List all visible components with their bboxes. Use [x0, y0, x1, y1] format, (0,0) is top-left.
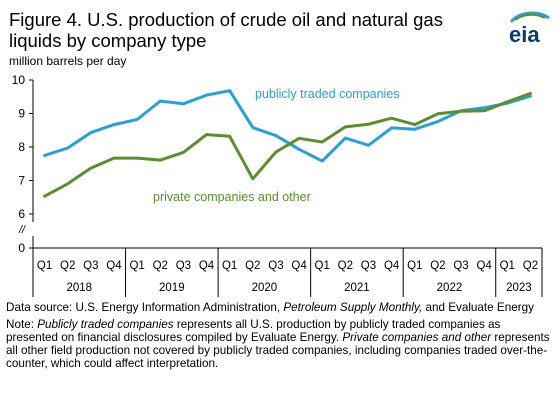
y-tick-label: 6 [18, 207, 25, 221]
logo-text: eia [509, 22, 540, 46]
y-tick-label: 0 [18, 241, 25, 255]
x-tick-label: Q1 [222, 260, 237, 272]
y-axis-unit-label: million barrels per day [9, 54, 127, 68]
x-tick-label: Q2 [430, 260, 445, 272]
x-tick-label: Q1 [500, 260, 515, 272]
x-tick-label: Q2 [60, 260, 75, 272]
x-tick-label: Q1 [407, 260, 422, 272]
x-tick-label: Q3 [268, 260, 283, 272]
x-tick-label: Q4 [106, 260, 122, 272]
eia-logo: eia [509, 11, 550, 46]
series-label-0: publicly traded companies [255, 87, 400, 101]
y-tick-label: 9 [18, 107, 25, 121]
year-label: 2021 [344, 282, 370, 294]
x-tick-label: Q4 [476, 260, 492, 272]
x-tick-label: Q4 [291, 260, 307, 272]
series-label-1: private companies and other [153, 190, 311, 204]
x-tick-label: Q3 [176, 260, 191, 272]
series-labels: publicly traded companies private compani… [153, 87, 400, 204]
year-label: 2023 [506, 282, 532, 294]
year-label: 2019 [159, 282, 185, 294]
y-tick-label: 7 [18, 174, 25, 188]
y-tick-label: 8 [18, 140, 25, 154]
x-tick-label: Q1 [129, 260, 144, 272]
series-line-0 [43, 89, 532, 163]
year-label: 2018 [66, 282, 92, 294]
footnotes: Data source: U.S. Energy Information Adm… [6, 301, 554, 370]
series-line-1 [43, 91, 532, 198]
axes: // 0 6 7 8 9 10 Q1 Q2 Q3 Q4 Q1 Q2 Q3 Q4 Q1 Q2 Q3 Q4 Q1 Q2 Q3 Q… [12, 73, 543, 297]
x-tick-label: Q2 [523, 260, 538, 272]
x-tick-label: Q2 [245, 260, 260, 272]
year-label: 2020 [252, 282, 278, 294]
x-tick-label: Q2 [338, 260, 353, 272]
series-lines [43, 89, 532, 198]
logo-swoosh-2 [514, 13, 546, 21]
x-tick-label: Q1 [315, 260, 330, 272]
x-tick-label: Q3 [361, 260, 376, 272]
data-source-note: Data source: U.S. Energy Information Adm… [6, 301, 534, 314]
axis-break-mark: // [18, 224, 26, 236]
x-tick-label: Q4 [384, 260, 400, 272]
x-tick-label: Q1 [37, 260, 52, 272]
line-chart: // 0 6 7 8 9 10 Q1 Q2 Q3 Q4 Q1 Q2 Q3 Q4 Q1 Q2 Q3 Q4 Q1 Q2 Q3 Q… [12, 73, 543, 297]
definition-note: Note: Publicly traded companies represen… [6, 318, 550, 371]
x-tick-label: Q2 [153, 260, 168, 272]
x-tick-label: Q3 [83, 260, 98, 272]
logo-swoosh [509, 11, 550, 24]
x-tick-label: Q4 [199, 260, 215, 272]
chart-title: Figure 4. U.S. production of crude oil a… [9, 9, 443, 51]
year-label: 2022 [437, 282, 463, 294]
y-tick-label: 10 [12, 73, 26, 87]
x-tick-label: Q3 [453, 260, 468, 272]
